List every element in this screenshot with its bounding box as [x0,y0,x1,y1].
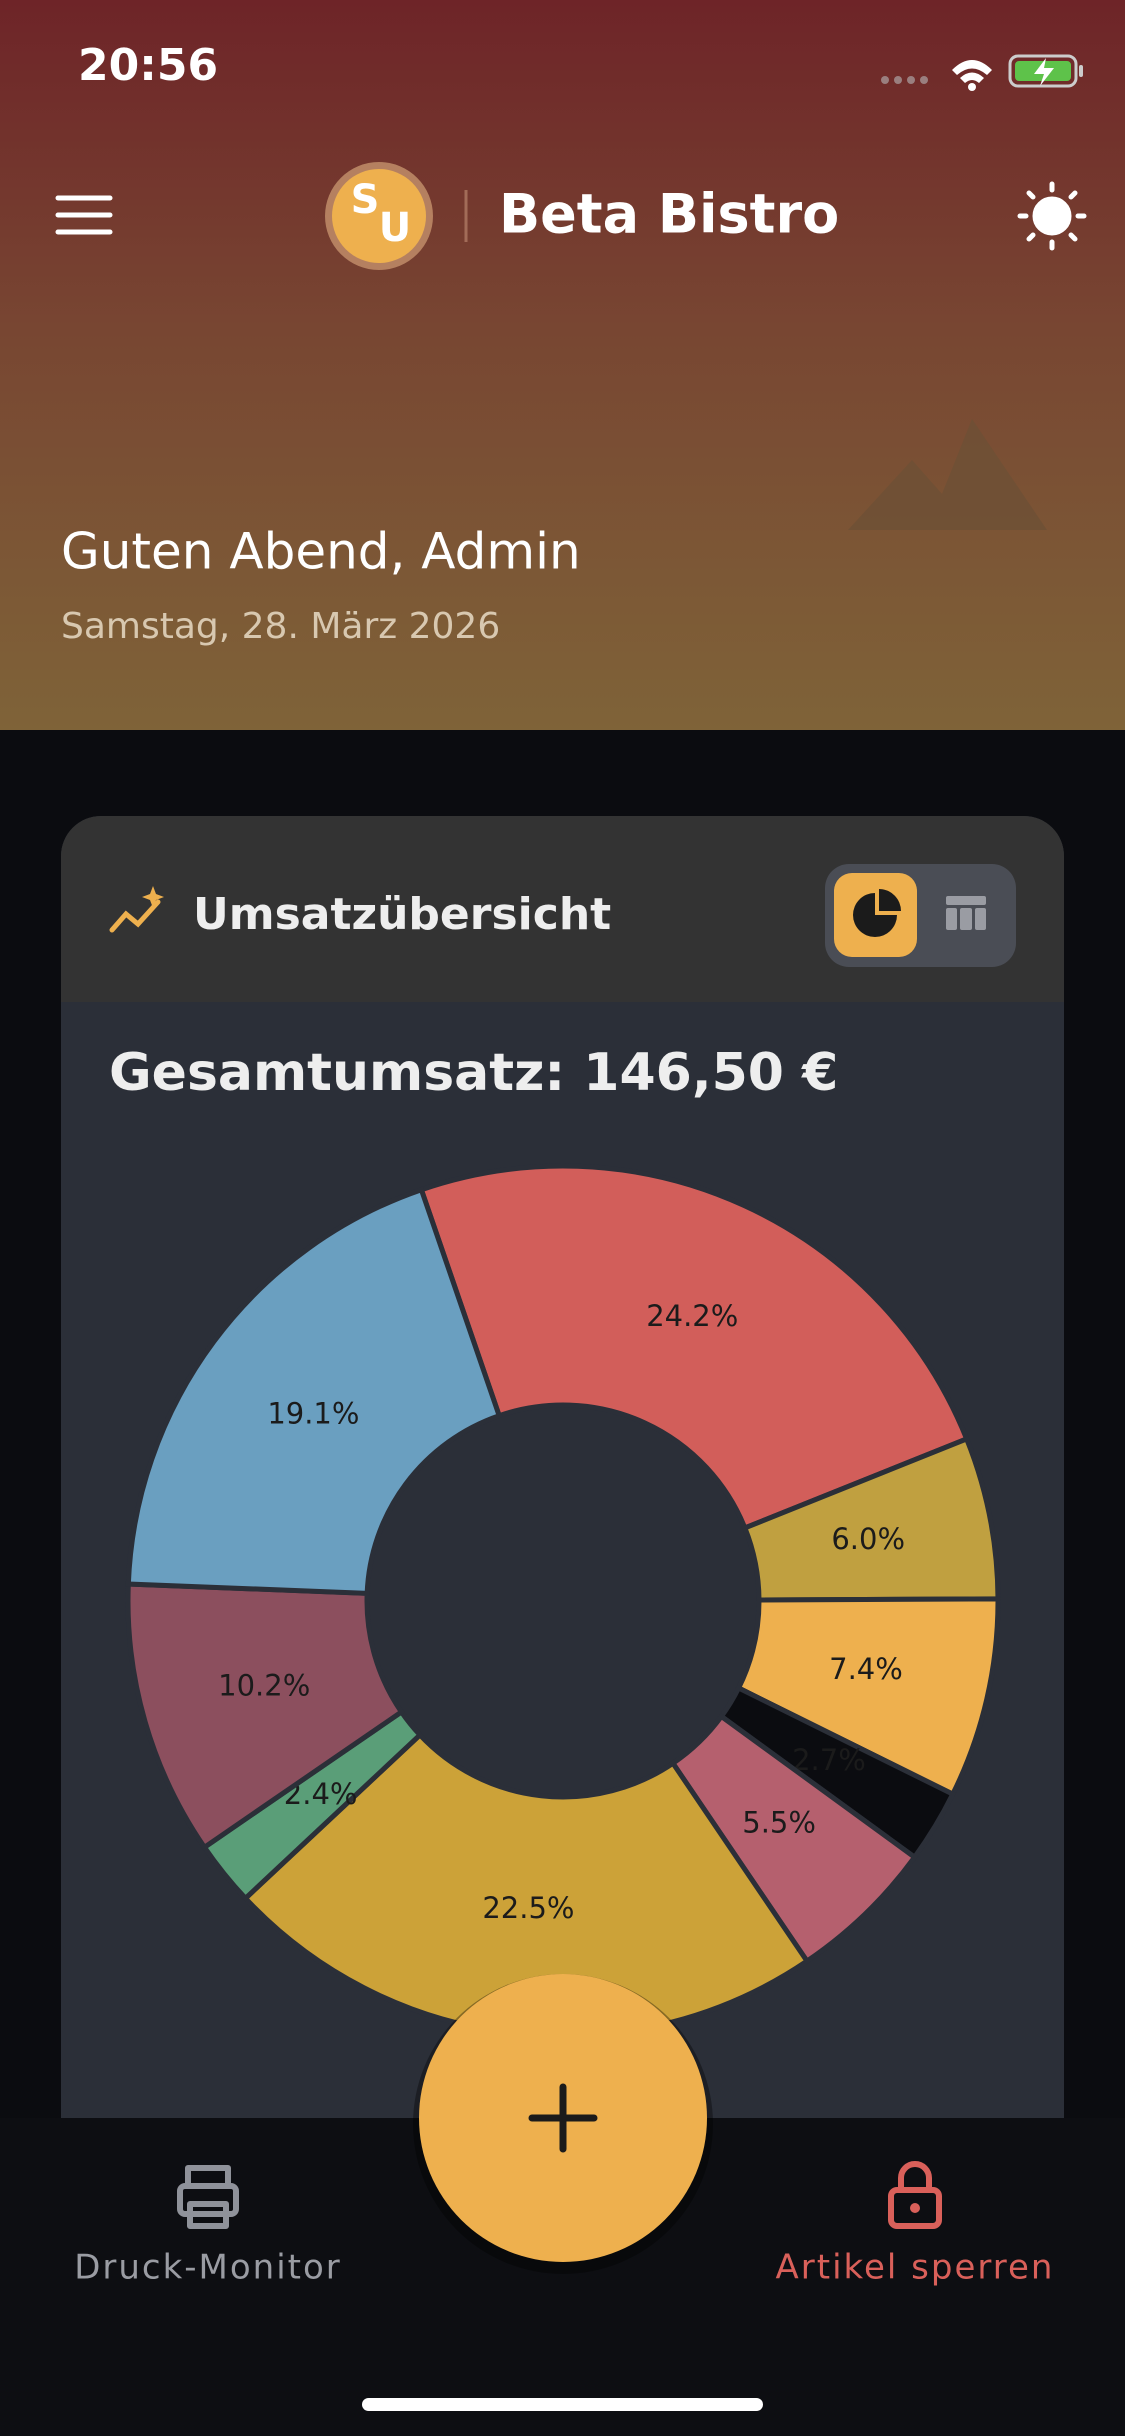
total-revenue: Gesamtumsatz: 146,50 € [109,1043,838,1103]
card-header [61,816,1064,1002]
decor-mountain [848,419,1047,530]
slice-label: 24.2% [646,1299,738,1333]
slice-label: 6.0% [831,1522,905,1556]
slice-label: 5.5% [742,1806,816,1840]
add-button[interactable] [419,1974,707,2262]
status-time: 20:56 [78,40,218,91]
menu-button[interactable] [55,195,113,235]
table-view-button[interactable] [946,896,986,930]
donut-slice [418,1163,970,1532]
sparkle [142,886,164,908]
lock-items-button[interactable]: Artikel sperren [776,2161,1055,2288]
logo-letter: U [379,205,411,251]
home-indicator [362,2398,763,2411]
slice-label: 2.7% [792,1743,866,1777]
header-bg [0,0,1125,730]
donut-slice [125,1581,405,1851]
trend-icon [109,899,161,933]
slice-label: 19.1% [267,1396,359,1430]
date: Samstag, 28. März 2026 [61,606,500,647]
logo [332,169,426,263]
donut-chart: 24.2%6.0%7.4%2.7%5.5%22.5%2.4%10.2%19.1% [125,1163,1001,2039]
status-icons [881,54,1083,91]
slice-label: 10.2% [218,1668,310,1702]
print-monitor-button[interactable]: Druck-Monitor [74,2165,342,2288]
donut-slice [125,1186,503,1596]
nav-label: Artikel sperren [776,2248,1055,2288]
pie-icon [853,893,897,937]
slice-label: 22.5% [482,1891,574,1925]
nav-label: Druck-Monitor [74,2248,342,2288]
card-title: Umsatzübersicht [193,889,611,940]
greeting: Guten Abend, Admin [61,523,581,581]
pie-icon [879,889,901,911]
slice-label: 7.4% [829,1652,903,1686]
theme-toggle[interactable] [1017,181,1087,251]
app-title: Beta Bistro [499,183,839,246]
logo-letter: S [351,177,380,223]
